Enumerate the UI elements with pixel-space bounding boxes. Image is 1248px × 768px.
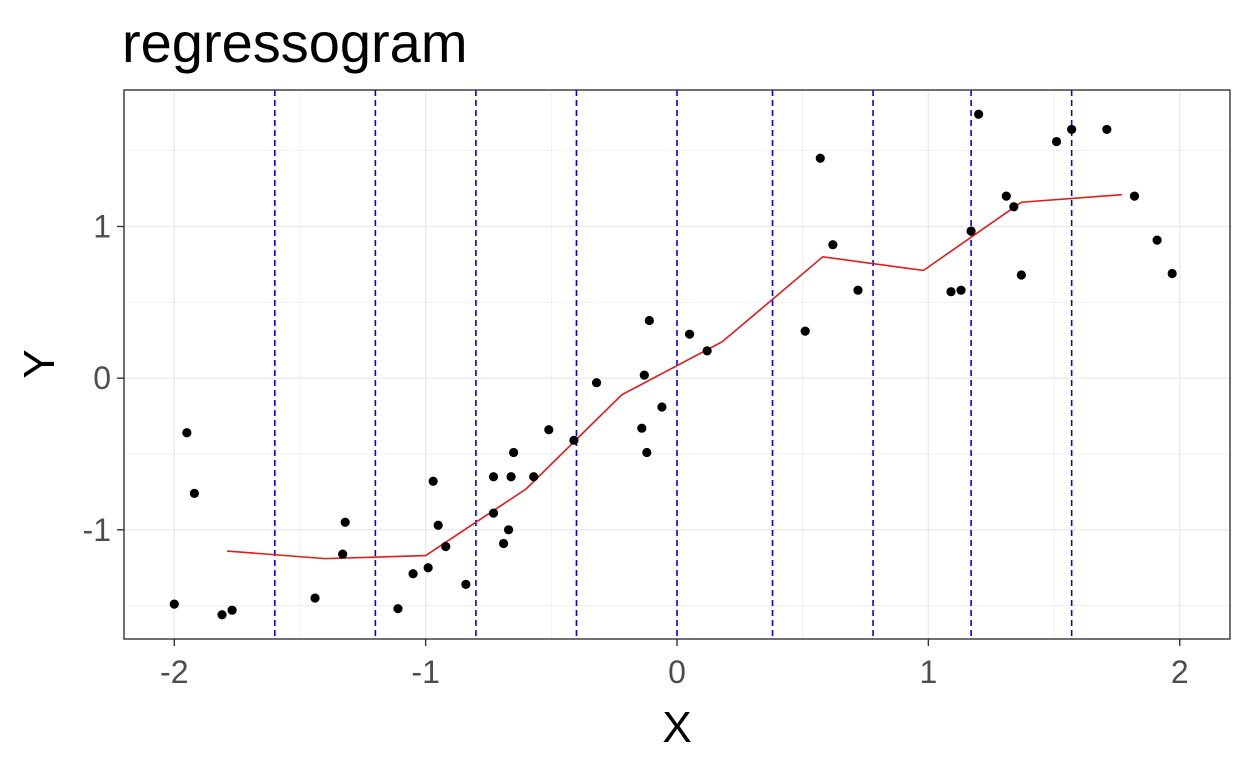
data-point: [644, 315, 654, 326]
plot-panel: [123, 89, 1231, 640]
data-point: [182, 428, 192, 438]
data-point: [509, 447, 519, 458]
data-point: [684, 329, 695, 339]
data-point: [169, 599, 179, 609]
data-point: [1051, 136, 1062, 147]
data-point: [569, 435, 579, 445]
data-point: [423, 563, 433, 573]
data-point: [1102, 124, 1112, 135]
data-points: [169, 109, 1177, 620]
data-point: [338, 549, 348, 559]
data-point: [544, 425, 554, 435]
data-point: [488, 472, 499, 482]
data-point: [966, 226, 976, 236]
data-point: [310, 593, 320, 603]
data-point: [441, 541, 451, 552]
data-point: [1152, 235, 1162, 245]
data-point: [217, 610, 227, 620]
data-point: [637, 423, 647, 433]
data-point: [815, 153, 825, 163]
y-tick-label: 1: [93, 208, 111, 244]
data-point: [1016, 270, 1026, 280]
y-tick-label: -1: [83, 512, 111, 548]
data-point: [657, 402, 667, 412]
data-point: [488, 508, 499, 518]
x-tick-label: 2: [1171, 654, 1189, 690]
data-point: [828, 240, 838, 250]
x-tick-label: -2: [160, 654, 188, 690]
regressogram-fit-line: [226, 193, 1122, 560]
y-axis: -1 0 1: [83, 208, 124, 548]
data-point: [1009, 202, 1019, 212]
data-point: [946, 287, 956, 297]
data-point: [642, 447, 652, 458]
data-point: [408, 569, 418, 579]
data-point: [393, 604, 403, 614]
data-point: [1167, 268, 1177, 279]
data-point: [702, 346, 712, 356]
data-point: [461, 579, 471, 590]
data-point: [503, 525, 514, 535]
data-point: [189, 488, 199, 499]
data-point: [591, 378, 602, 388]
data-point: [956, 285, 966, 295]
chart-title: regressogram: [122, 11, 467, 74]
data-point: [1129, 191, 1140, 201]
data-point: [853, 285, 863, 295]
data-point: [340, 517, 350, 527]
data-point: [974, 109, 984, 119]
x-tick-label: -1: [411, 654, 439, 690]
bin-boundary-lines: [274, 90, 1073, 639]
data-point: [506, 472, 516, 482]
data-point: [498, 538, 509, 549]
y-tick-label: 0: [93, 360, 111, 396]
data-point: [800, 326, 810, 336]
data-point: [433, 520, 443, 530]
x-tick-label: 1: [919, 654, 937, 690]
x-axis: -2 -1 0 1 2: [160, 639, 1189, 690]
data-point: [1067, 124, 1077, 135]
x-tick-label: 0: [668, 654, 686, 690]
data-point: [428, 476, 438, 486]
data-point: [639, 370, 649, 380]
data-point: [1001, 191, 1011, 201]
x-axis-title: X: [662, 703, 691, 752]
data-point: [529, 472, 539, 482]
data-point: [227, 605, 237, 615]
y-axis-title: Y: [15, 349, 64, 378]
